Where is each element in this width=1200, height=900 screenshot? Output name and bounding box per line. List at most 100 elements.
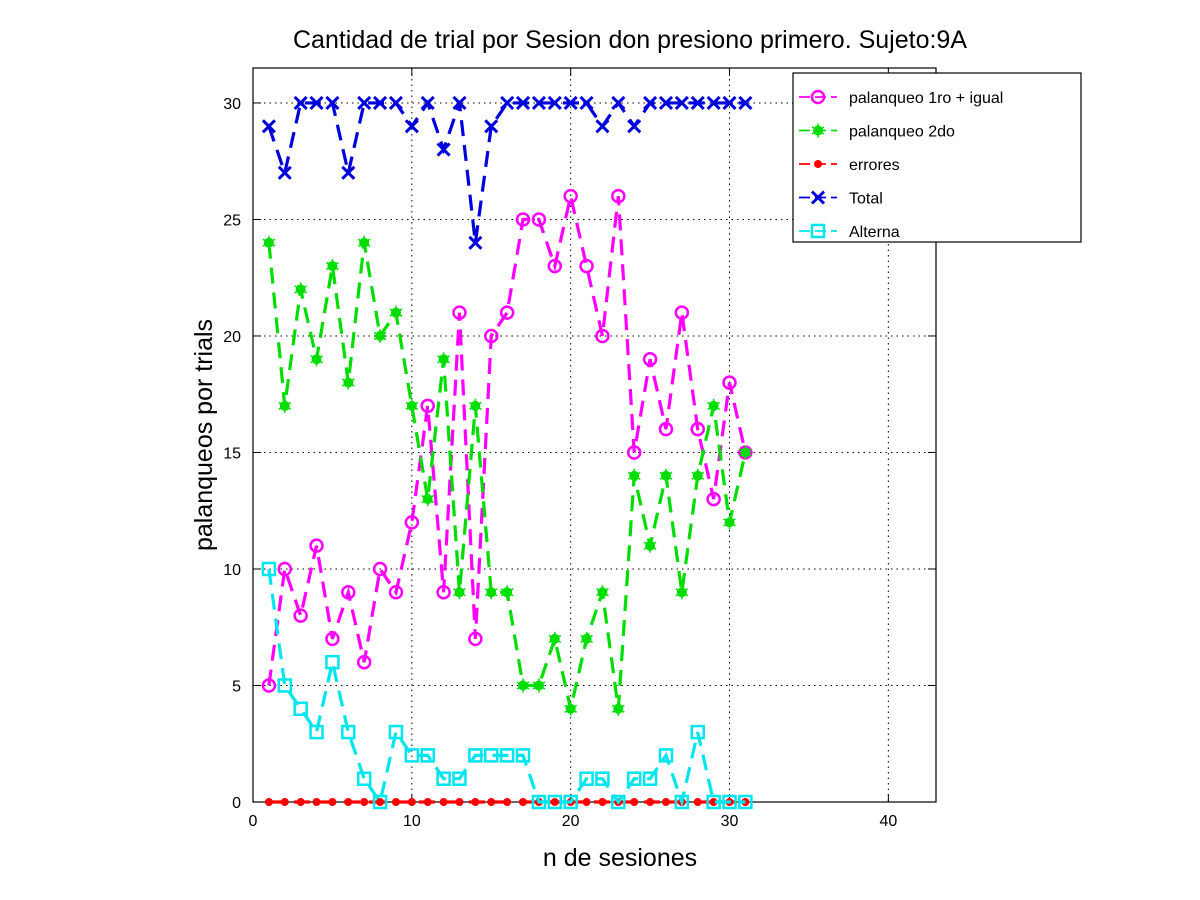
point-palanqueo-2do-rays (484, 585, 498, 600)
point-errores (487, 798, 496, 806)
point-alterna (595, 771, 610, 786)
point-alterna (341, 724, 356, 740)
x-tick-label: 10 (403, 813, 421, 830)
point-total (706, 95, 721, 111)
point-palanqueo-1ro (706, 491, 721, 507)
point-alterna (420, 748, 435, 763)
point-palanqueo-1ro (579, 258, 594, 274)
point-total (468, 235, 483, 250)
point-palanqueo-2do-rays (516, 678, 530, 693)
y-tick-label: 5 (232, 678, 241, 695)
point-palanqueo-2do-rays (262, 235, 276, 250)
point-total (404, 119, 419, 134)
point-total (547, 95, 562, 111)
point-alterna (261, 561, 277, 577)
point-palanqueo-2do (548, 631, 562, 646)
point-total (579, 95, 594, 111)
point-palanqueo-2do (643, 538, 657, 553)
legend-entry-palanqueo-2do: palanqueo 2do (799, 123, 955, 141)
point-palanqueo-2do-rays (453, 585, 466, 600)
point-total (690, 95, 705, 111)
point-alterna (468, 748, 483, 763)
point-palanqueo-1ro (642, 352, 658, 367)
point-alterna (372, 794, 388, 810)
point-total (261, 119, 276, 134)
point-palanqueo-2do (611, 701, 625, 716)
point-total (420, 95, 435, 111)
point-palanqueo-1ro (690, 421, 705, 437)
point-palanqueo-2do-rays (357, 235, 371, 250)
y-tick-label: 25 (223, 212, 241, 229)
point-palanqueo-2do (564, 701, 578, 716)
point-alterna (356, 771, 372, 786)
point-palanqueo-1ro (484, 328, 499, 344)
point-palanqueo-2do (468, 398, 482, 413)
point-palanqueo-2do-rays (691, 468, 705, 483)
point-total (277, 165, 292, 180)
point-total (452, 95, 467, 111)
series-errores (264, 798, 750, 806)
point-palanqueo-1ro (515, 212, 531, 227)
point-alterna (436, 771, 451, 786)
point-palanqueo-2do (484, 585, 498, 600)
point-palanqueo-2do (357, 235, 371, 250)
point-alterna (325, 654, 340, 670)
point-palanqueo-2do-rays (500, 585, 514, 600)
x-axis-label: n de sesiones (543, 844, 697, 872)
legend-entry-errores: errores (799, 157, 900, 174)
legend-marker (810, 89, 826, 105)
point-errores (503, 798, 512, 806)
point-errores (407, 798, 416, 806)
point-palanqueo-1ro (372, 561, 388, 577)
series-line-palanqueo-1ro (267, 195, 747, 686)
point-total (325, 95, 340, 111)
y-tick-label: 15 (223, 445, 241, 462)
point-total (658, 95, 674, 111)
point-alterna (277, 678, 293, 693)
point-palanqueo-1ro (388, 585, 404, 600)
x-tick-label: 0 (249, 813, 258, 830)
point-errores (693, 798, 702, 806)
point-palanqueo-1ro (499, 305, 515, 320)
x-tick-label: 20 (562, 813, 580, 830)
point-alterna (722, 794, 737, 810)
legend-entry-palanqueo-1ro: palanqueo 1ro + igual (799, 89, 1003, 107)
point-total (738, 95, 753, 111)
legend-label: palanqueo 2do (849, 124, 955, 141)
point-palanqueo-2do (516, 678, 530, 693)
point-total (595, 119, 610, 134)
legend-marker-rays (811, 123, 825, 138)
point-palanqueo-2do-rays (468, 398, 482, 413)
point-total (515, 95, 531, 111)
legend-label: Total (849, 191, 883, 208)
point-palanqueo-2do (389, 305, 403, 320)
point-errores (582, 798, 591, 806)
point-palanqueo-2do (723, 515, 736, 530)
point-alterna (388, 724, 404, 740)
point-palanqueo-2do-rays (675, 585, 689, 600)
point-alterna (531, 794, 547, 810)
point-alterna (642, 771, 658, 786)
point-palanqueo-2do (627, 468, 641, 483)
series-alterna (261, 561, 753, 810)
point-total (563, 95, 578, 111)
point-alterna (309, 724, 324, 740)
point-palanqueo-2do (580, 631, 593, 646)
point-palanqueo-1ro (452, 305, 467, 320)
point-palanqueo-2do-rays (564, 701, 578, 716)
point-palanqueo-2do (373, 328, 387, 343)
point-errores (630, 798, 639, 806)
point-alterna (626, 771, 642, 786)
point-errores (455, 798, 464, 806)
legend-label: Alterna (849, 224, 900, 241)
point-palanqueo-2do (310, 352, 323, 367)
point-palanqueo-2do (294, 282, 308, 297)
point-palanqueo-1ro (611, 188, 626, 204)
x-tick-label: 40 (879, 813, 897, 830)
point-palanqueo-2do-rays (643, 538, 657, 553)
point-errores (344, 798, 353, 806)
point-total (484, 119, 499, 134)
point-palanqueo-1ro (468, 631, 483, 647)
point-palanqueo-1ro (356, 654, 372, 670)
point-total (722, 95, 737, 111)
